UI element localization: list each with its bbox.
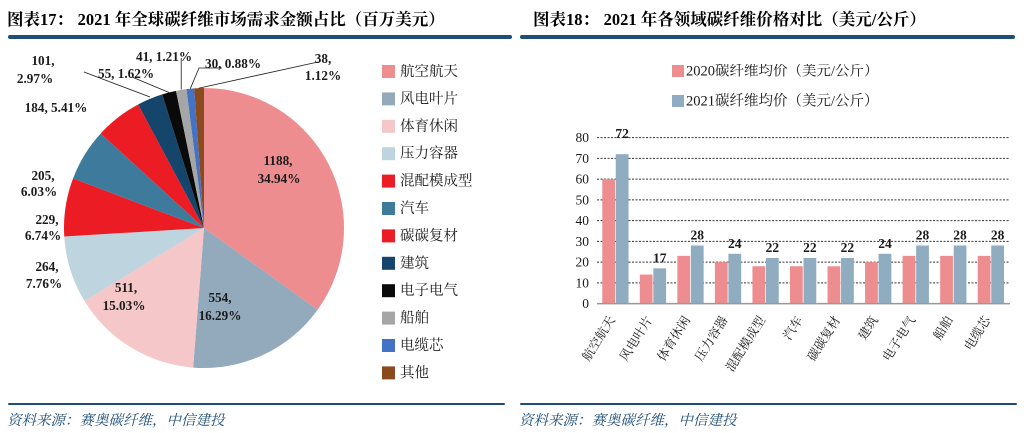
svg-text:船舶: 船舶 (931, 314, 956, 343)
svg-text:风电叶片: 风电叶片 (616, 313, 655, 363)
svg-text:50: 50 (576, 192, 590, 207)
svg-text:电子电气: 电子电气 (879, 313, 918, 364)
svg-text:体育休闲: 体育休闲 (654, 313, 693, 363)
svg-text:60: 60 (576, 172, 590, 187)
svg-text:72: 72 (615, 126, 629, 141)
svg-text:40: 40 (576, 213, 590, 228)
svg-text:22: 22 (803, 240, 817, 255)
svg-text:28: 28 (991, 228, 1005, 243)
svg-text:汽车: 汽车 (781, 313, 806, 342)
svg-text:0: 0 (582, 296, 589, 311)
svg-text:24: 24 (878, 236, 892, 251)
svg-text:建筑: 建筑 (855, 313, 881, 343)
svg-text:24: 24 (728, 236, 742, 251)
svg-text:80: 80 (576, 130, 590, 145)
svg-text:28: 28 (916, 228, 930, 243)
svg-text:20: 20 (576, 255, 590, 270)
svg-text:碳碳复材: 碳碳复材 (804, 313, 843, 364)
svg-text:22: 22 (841, 240, 855, 255)
svg-text:70: 70 (576, 151, 590, 166)
svg-text:28: 28 (953, 228, 967, 243)
svg-text:30: 30 (576, 234, 590, 249)
svg-text:10: 10 (576, 275, 590, 290)
svg-text:22: 22 (766, 240, 780, 255)
svg-text:压力容器: 压力容器 (691, 313, 730, 364)
svg-text:17: 17 (653, 250, 667, 265)
svg-text:航空航天: 航空航天 (579, 313, 618, 364)
svg-text:28: 28 (691, 228, 705, 243)
svg-text:电缆芯: 电缆芯 (961, 313, 994, 353)
